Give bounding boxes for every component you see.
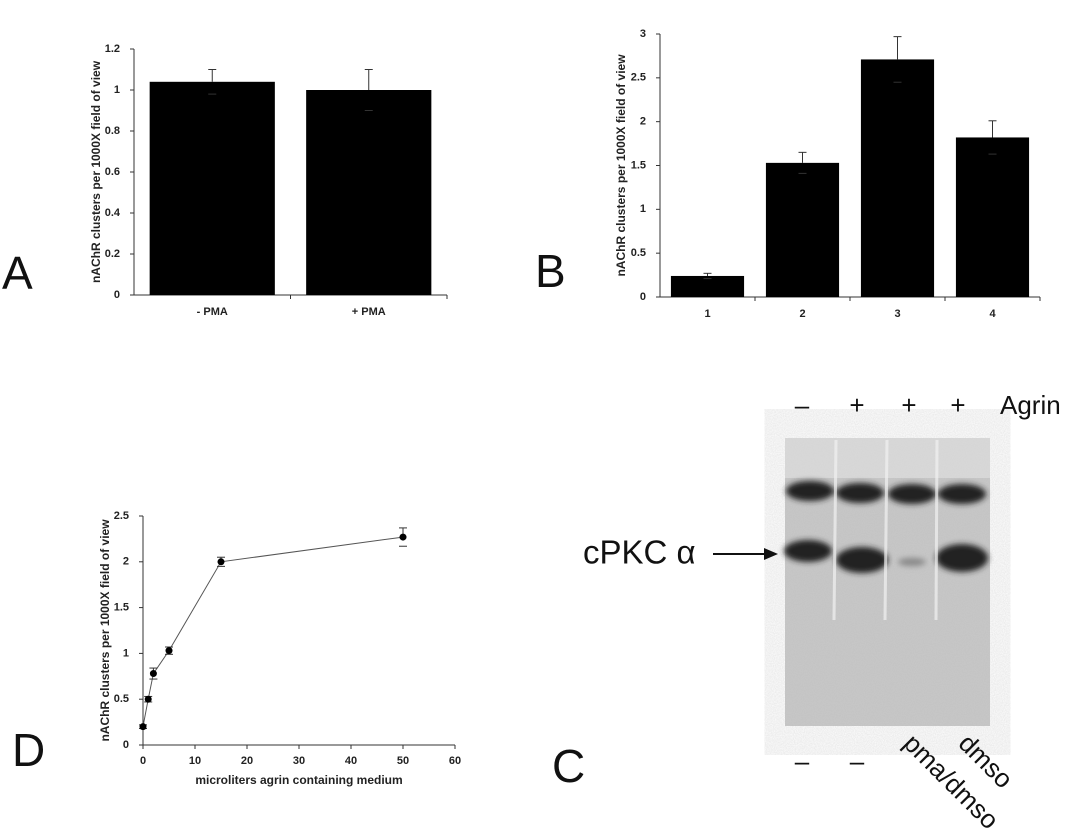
- lane-mark: +: [901, 390, 916, 420]
- y-tick-label: 2.5: [114, 510, 129, 522]
- y-tick-label: 1.5: [631, 159, 646, 171]
- arrow-head: [764, 548, 778, 560]
- x-tick-label: 1: [704, 308, 710, 320]
- panel-letter: D: [12, 724, 45, 776]
- x-tick-label: + PMA: [352, 306, 386, 318]
- point: [139, 723, 147, 731]
- x-tick-label: 2: [799, 308, 805, 320]
- point: [144, 695, 152, 703]
- x-tick-label: 40: [345, 755, 357, 767]
- point: [217, 558, 225, 566]
- y-tick-label: 0: [123, 739, 129, 751]
- y-tick-label: 0.6: [105, 166, 120, 178]
- blot-image: [713, 438, 990, 726]
- panel-letter: C: [552, 740, 585, 792]
- x-tick-label: 50: [397, 755, 409, 767]
- y-axis-label: nAChR clusters per 1000X field of view: [98, 519, 112, 742]
- bar: [670, 275, 745, 297]
- lane-mark: +: [950, 390, 965, 420]
- x-tick-label: 20: [241, 755, 253, 767]
- lane-mark: –: [795, 746, 810, 776]
- x-tick-label: 60: [449, 755, 461, 767]
- y-tick-label: 2: [640, 116, 646, 128]
- y-tick-label: 0.8: [105, 125, 120, 137]
- y-tick-label: 1.5: [114, 602, 129, 614]
- line: [142, 536, 404, 727]
- bar: [306, 90, 432, 295]
- y-tick-label: 0.2: [105, 248, 120, 260]
- y-tick-label: 0: [114, 289, 120, 301]
- point: [149, 670, 157, 678]
- y-axis-label: nAChR clusters per 1000X field of view: [89, 60, 103, 283]
- x-axis-label: microliters agrin containing medium: [195, 773, 402, 787]
- x-tick-label: 0: [140, 755, 146, 767]
- panel-letter: A: [2, 247, 33, 299]
- y-tick-label: 1.2: [105, 43, 120, 55]
- y-axis-label: nAChR clusters per 1000X field of view: [614, 54, 628, 277]
- y-tick-label: 0: [640, 291, 646, 303]
- band-label: cPKC α: [583, 534, 696, 571]
- lane-mark: +: [849, 390, 864, 420]
- point: [165, 647, 173, 655]
- y-tick-label: 2.5: [631, 72, 646, 84]
- bar: [955, 137, 1030, 297]
- x-tick-label: 10: [189, 755, 201, 767]
- lane-mark: –: [795, 390, 810, 420]
- point: [399, 533, 407, 541]
- panel-letter: B: [535, 245, 566, 297]
- bar: [765, 162, 840, 297]
- x-tick-label: 3: [894, 308, 900, 320]
- y-tick-label: 2: [123, 556, 129, 568]
- bar: [149, 81, 275, 295]
- x-tick-label: 4: [989, 308, 996, 320]
- bar: [860, 59, 935, 297]
- agrin-label: Agrin: [1000, 390, 1061, 420]
- y-tick-label: 0.5: [114, 693, 129, 705]
- y-tick-label: 1: [123, 647, 129, 659]
- y-tick-label: 0.4: [105, 207, 121, 219]
- x-tick-label: - PMA: [197, 306, 228, 318]
- x-tick-label: 30: [293, 755, 305, 767]
- y-tick-label: 3: [640, 28, 646, 40]
- lane-mark: –: [850, 746, 865, 776]
- y-tick-label: 1: [114, 84, 120, 96]
- y-tick-label: 1: [640, 203, 646, 215]
- y-tick-label: 0.5: [631, 247, 646, 259]
